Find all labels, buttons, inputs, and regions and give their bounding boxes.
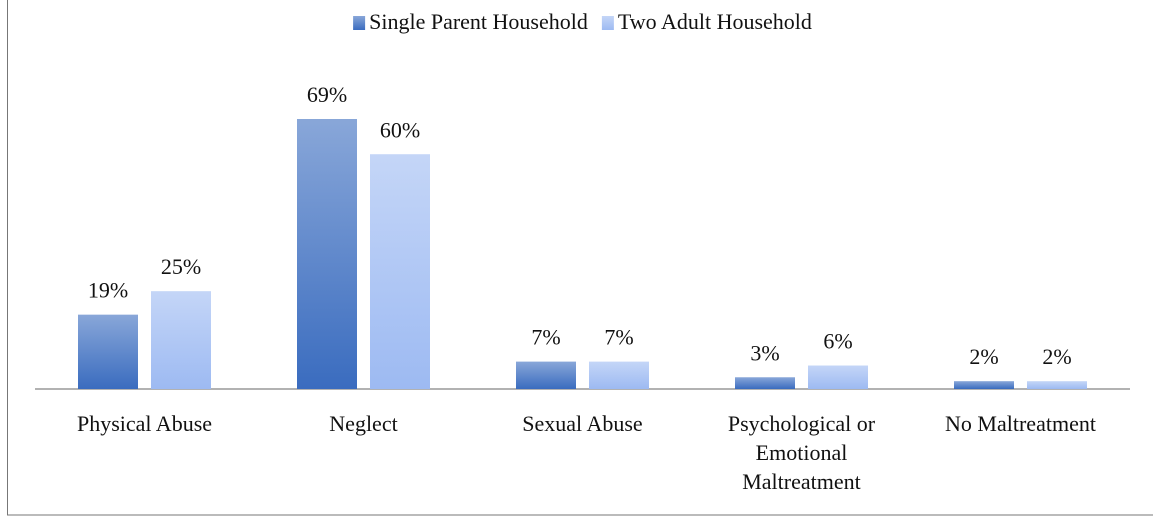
legend-label: Single Parent Household xyxy=(369,9,588,34)
legend-swatch xyxy=(601,16,614,30)
bar xyxy=(151,291,211,389)
x-tick-label: No Maltreatment xyxy=(945,411,1096,436)
bar xyxy=(954,381,1014,389)
data-label: 2% xyxy=(1042,344,1071,369)
bar xyxy=(1027,381,1087,389)
x-tick-label: Sexual Abuse xyxy=(522,411,643,436)
data-label: 7% xyxy=(604,325,633,350)
bar xyxy=(735,377,795,389)
x-tick-label: Psychological or Emotional Maltreatment xyxy=(727,411,876,494)
bar xyxy=(808,365,868,389)
bar xyxy=(297,119,357,389)
frame xyxy=(7,0,1153,516)
data-label: 6% xyxy=(823,329,852,354)
x-tick-label: Neglect xyxy=(329,411,398,436)
legend-label: Two Adult Household xyxy=(618,9,812,34)
data-label: 3% xyxy=(750,340,779,365)
data-label: 7% xyxy=(531,325,560,350)
legend: Single Parent Household Two Adult Househo… xyxy=(353,9,812,34)
data-label: 19% xyxy=(88,278,128,303)
bar xyxy=(516,361,576,389)
legend-swatch xyxy=(353,16,366,30)
data-label: 60% xyxy=(380,117,420,142)
bar xyxy=(78,314,138,389)
data-label: 69% xyxy=(307,82,347,107)
bar xyxy=(370,154,430,389)
data-label: 2% xyxy=(969,344,998,369)
x-tick-label: Physical Abuse xyxy=(76,411,213,436)
bar xyxy=(589,361,649,389)
data-label: 25% xyxy=(161,254,201,279)
